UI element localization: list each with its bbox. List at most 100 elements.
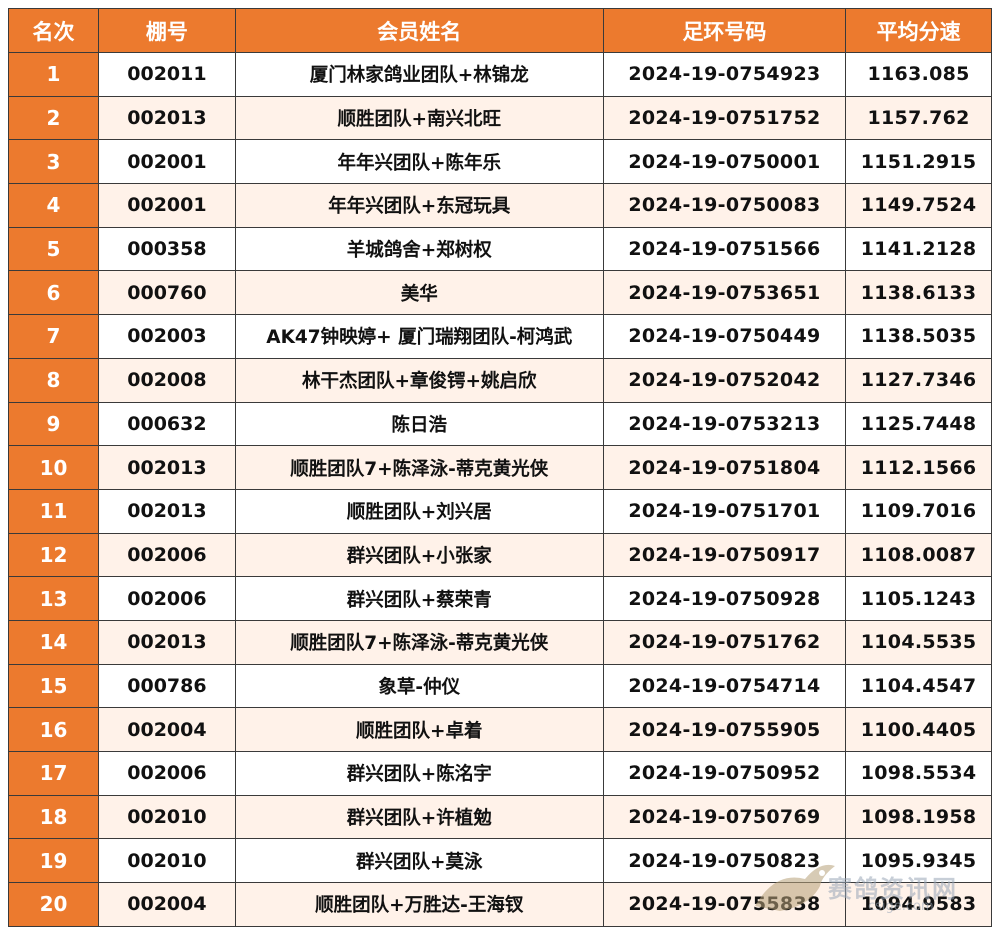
cell-rank: 13 bbox=[8, 576, 99, 621]
cell-band: 2024-19-0750823 bbox=[602, 838, 847, 884]
cell-rank: 19 bbox=[8, 838, 99, 884]
table-row: 14 002013 顺胜团队7+陈泽泳-蒂克黄光侠 2024-19-0751762 11… bbox=[8, 619, 992, 665]
cell-band: 2024-19-0750769 bbox=[602, 794, 847, 840]
cell-band: 2024-19-0751804 bbox=[602, 445, 847, 490]
cell-loft: 000632 bbox=[97, 401, 236, 447]
table-row: 10 002013 顺胜团队7+陈泽泳-蒂克黄光侠 2024-19-0751804 11… bbox=[8, 445, 992, 490]
table-header: 名次 棚号 会员姓名 足环号码 平均分速 bbox=[8, 8, 992, 53]
table-row: 13 002006 群兴团队+蔡荣青 2024-19-0750928 1105.1243 bbox=[8, 576, 992, 621]
cell-member: 群兴团队+陈洺宇 bbox=[234, 751, 604, 796]
cell-speed: 1104.5535 bbox=[845, 619, 992, 665]
cell-band: 2024-19-0750928 bbox=[602, 576, 847, 621]
cell-loft: 002013 bbox=[97, 445, 236, 490]
cell-rank: 12 bbox=[8, 532, 99, 578]
cell-loft: 002011 bbox=[97, 52, 236, 97]
table-row: 9 000632 陈日浩 2024-19-0753213 1125.7448 bbox=[8, 401, 992, 447]
cell-band: 2024-19-0751752 bbox=[602, 95, 847, 141]
cell-speed: 1157.762 bbox=[845, 95, 992, 141]
cell-loft: 002008 bbox=[97, 357, 236, 403]
cell-speed: 1109.7016 bbox=[845, 488, 992, 534]
cell-member: 林干杰团队+章俊锷+姚启欣 bbox=[234, 357, 604, 403]
cell-speed: 1095.9345 bbox=[845, 838, 992, 884]
cell-band: 2024-19-0751701 bbox=[602, 488, 847, 534]
cell-member: 陈日浩 bbox=[234, 401, 604, 447]
cell-rank: 4 bbox=[8, 183, 99, 228]
table-row: 15 000786 象草-仲仪 2024-19-0754714 1104.4547 bbox=[8, 663, 992, 709]
cell-speed: 1127.7346 bbox=[845, 357, 992, 403]
cell-member: 顺胜团队+刘兴居 bbox=[234, 488, 604, 534]
cell-band: 2024-19-0753213 bbox=[602, 401, 847, 447]
header-member: 会员姓名 bbox=[234, 8, 604, 53]
cell-rank: 3 bbox=[8, 139, 99, 185]
cell-band: 2024-19-0752042 bbox=[602, 357, 847, 403]
cell-rank: 6 bbox=[8, 270, 99, 316]
cell-band: 2024-19-0755838 bbox=[602, 882, 847, 927]
cell-rank: 8 bbox=[8, 357, 99, 403]
cell-loft: 002010 bbox=[97, 838, 236, 884]
table-row: 4 002001 年年兴团队+东冠玩具 2024-19-0750083 1149.752… bbox=[8, 183, 992, 228]
cell-speed: 1108.0087 bbox=[845, 532, 992, 578]
cell-member: 象草-仲仪 bbox=[234, 663, 604, 709]
cell-rank: 7 bbox=[8, 314, 99, 359]
cell-rank: 16 bbox=[8, 707, 99, 752]
cell-loft: 002006 bbox=[97, 532, 236, 578]
table-row: 18 002010 群兴团队+许植勉 2024-19-0750769 1098.1958 bbox=[8, 794, 992, 840]
cell-band: 2024-19-0751566 bbox=[602, 226, 847, 272]
table-row: 17 002006 群兴团队+陈洺宇 2024-19-0750952 1098.5534 bbox=[8, 751, 992, 796]
cell-loft: 000786 bbox=[97, 663, 236, 709]
table-row: 3 002001 年年兴团队+陈年乐 2024-19-0750001 1151.2915 bbox=[8, 139, 992, 185]
table-row: 8 002008 林干杰团队+章俊锷+姚启欣 2024-19-0752042 1127.… bbox=[8, 357, 992, 403]
cell-speed: 1112.1566 bbox=[845, 445, 992, 490]
cell-loft: 002001 bbox=[97, 139, 236, 185]
cell-member: 年年兴团队+东冠玩具 bbox=[234, 183, 604, 228]
cell-member: AK47钟映婷+ 厦门瑞翔团队-柯鸿武 bbox=[234, 314, 604, 359]
cell-speed: 1105.1243 bbox=[845, 576, 992, 621]
cell-member: 年年兴团队+陈年乐 bbox=[234, 139, 604, 185]
header-loft: 棚号 bbox=[97, 8, 236, 53]
cell-speed: 1149.7524 bbox=[845, 183, 992, 228]
cell-member: 厦门林家鸽业团队+林锦龙 bbox=[234, 52, 604, 97]
cell-loft: 002013 bbox=[97, 95, 236, 141]
table-row: 12 002006 群兴团队+小张家 2024-19-0750917 1108.0087 bbox=[8, 532, 992, 578]
cell-speed: 1138.6133 bbox=[845, 270, 992, 316]
cell-rank: 1 bbox=[8, 52, 99, 97]
cell-member: 群兴团队+许植勉 bbox=[234, 794, 604, 840]
table-row: 20 002004 顺胜团队+万胜达-王海钗 2024-19-0755838 1094.… bbox=[8, 882, 992, 927]
cell-member: 群兴团队+小张家 bbox=[234, 532, 604, 578]
header-band: 足环号码 bbox=[602, 8, 847, 53]
cell-band: 2024-19-0755905 bbox=[602, 707, 847, 752]
cell-loft: 000760 bbox=[97, 270, 236, 316]
table-row: 5 000358 羊城鸽舍+郑树权 2024-19-0751566 1141.2128 bbox=[8, 226, 992, 272]
cell-member: 群兴团队+莫泳 bbox=[234, 838, 604, 884]
cell-member: 顺胜团队+南兴北旺 bbox=[234, 95, 604, 141]
cell-rank: 20 bbox=[8, 882, 99, 927]
table-row: 16 002004 顺胜团队+卓着 2024-19-0755905 1100.4405 bbox=[8, 707, 992, 752]
cell-speed: 1098.5534 bbox=[845, 751, 992, 796]
cell-member: 美华 bbox=[234, 270, 604, 316]
cell-band: 2024-19-0751762 bbox=[602, 619, 847, 665]
cell-loft: 002006 bbox=[97, 751, 236, 796]
cell-loft: 000358 bbox=[97, 226, 236, 272]
cell-rank: 11 bbox=[8, 488, 99, 534]
cell-member: 群兴团队+蔡荣青 bbox=[234, 576, 604, 621]
cell-member: 顺胜团队7+陈泽泳-蒂克黄光侠 bbox=[234, 619, 604, 665]
cell-rank: 2 bbox=[8, 95, 99, 141]
header-rank: 名次 bbox=[8, 8, 99, 53]
table-body: 1 002011 厦门林家鸽业团队+林锦龙 2024-19-0754923 1163.0… bbox=[8, 52, 992, 927]
cell-rank: 18 bbox=[8, 794, 99, 840]
table-row: 7 002003 AK47钟映婷+ 厦门瑞翔团队-柯鸿武 2024-19-075044… bbox=[8, 314, 992, 359]
cell-rank: 17 bbox=[8, 751, 99, 796]
cell-loft: 002003 bbox=[97, 314, 236, 359]
header-speed: 平均分速 bbox=[845, 8, 992, 53]
cell-member: 顺胜团队+卓着 bbox=[234, 707, 604, 752]
cell-loft: 002010 bbox=[97, 794, 236, 840]
cell-rank: 14 bbox=[8, 619, 99, 665]
cell-speed: 1163.085 bbox=[845, 52, 992, 97]
cell-band: 2024-19-0750001 bbox=[602, 139, 847, 185]
cell-member: 羊城鸽舍+郑树权 bbox=[234, 226, 604, 272]
cell-rank: 5 bbox=[8, 226, 99, 272]
ranking-table: 名次 棚号 会员姓名 足环号码 平均分速 1 002011 厦门林家鸽业团队+林锦龙… bbox=[8, 8, 992, 927]
table-row: 19 002010 群兴团队+莫泳 2024-19-0750823 1095.9345 bbox=[8, 838, 992, 884]
cell-rank: 15 bbox=[8, 663, 99, 709]
cell-band: 2024-19-0754714 bbox=[602, 663, 847, 709]
